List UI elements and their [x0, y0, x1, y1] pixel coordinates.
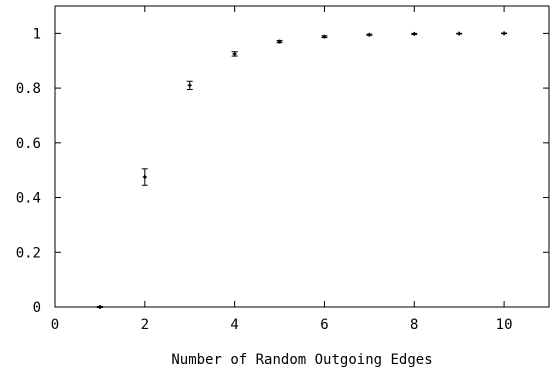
- x-tick-label: 0: [51, 317, 59, 333]
- data-point: [456, 31, 463, 36]
- y-tick-label: 0.8: [16, 81, 41, 97]
- data-points: [96, 31, 508, 309]
- y-tick-label: 0.6: [16, 136, 41, 152]
- data-point: [501, 31, 508, 36]
- data-point: [411, 31, 418, 36]
- data-point: [321, 34, 328, 39]
- y-tick-label: 0: [33, 300, 41, 316]
- y-tick-labels: 0 0.2 0.4 0.6 0.8 1: [16, 26, 41, 316]
- x-tick-label: 2: [141, 317, 149, 333]
- x-tick-label: 4: [230, 317, 238, 333]
- axis-ticks: [54, 6, 549, 308]
- y-tick-label: 1: [33, 26, 41, 42]
- data-point: [186, 80, 193, 90]
- y-tick-label: 0.2: [16, 245, 41, 261]
- x-tick-label: 8: [410, 317, 418, 333]
- x-tick-label: 10: [496, 317, 513, 333]
- data-point: [276, 39, 283, 44]
- x-tick-label: 6: [320, 317, 328, 333]
- data-point: [231, 51, 238, 57]
- plot-frame: [54, 5, 550, 308]
- x-tick-labels: 0 2 4 6 8 10: [51, 317, 513, 333]
- x-axis-label: Number of Random Outgoing Edges: [171, 352, 432, 368]
- data-point: [96, 305, 103, 309]
- data-point: [366, 32, 373, 37]
- data-point: [141, 168, 148, 186]
- y-tick-label: 0.4: [16, 191, 41, 207]
